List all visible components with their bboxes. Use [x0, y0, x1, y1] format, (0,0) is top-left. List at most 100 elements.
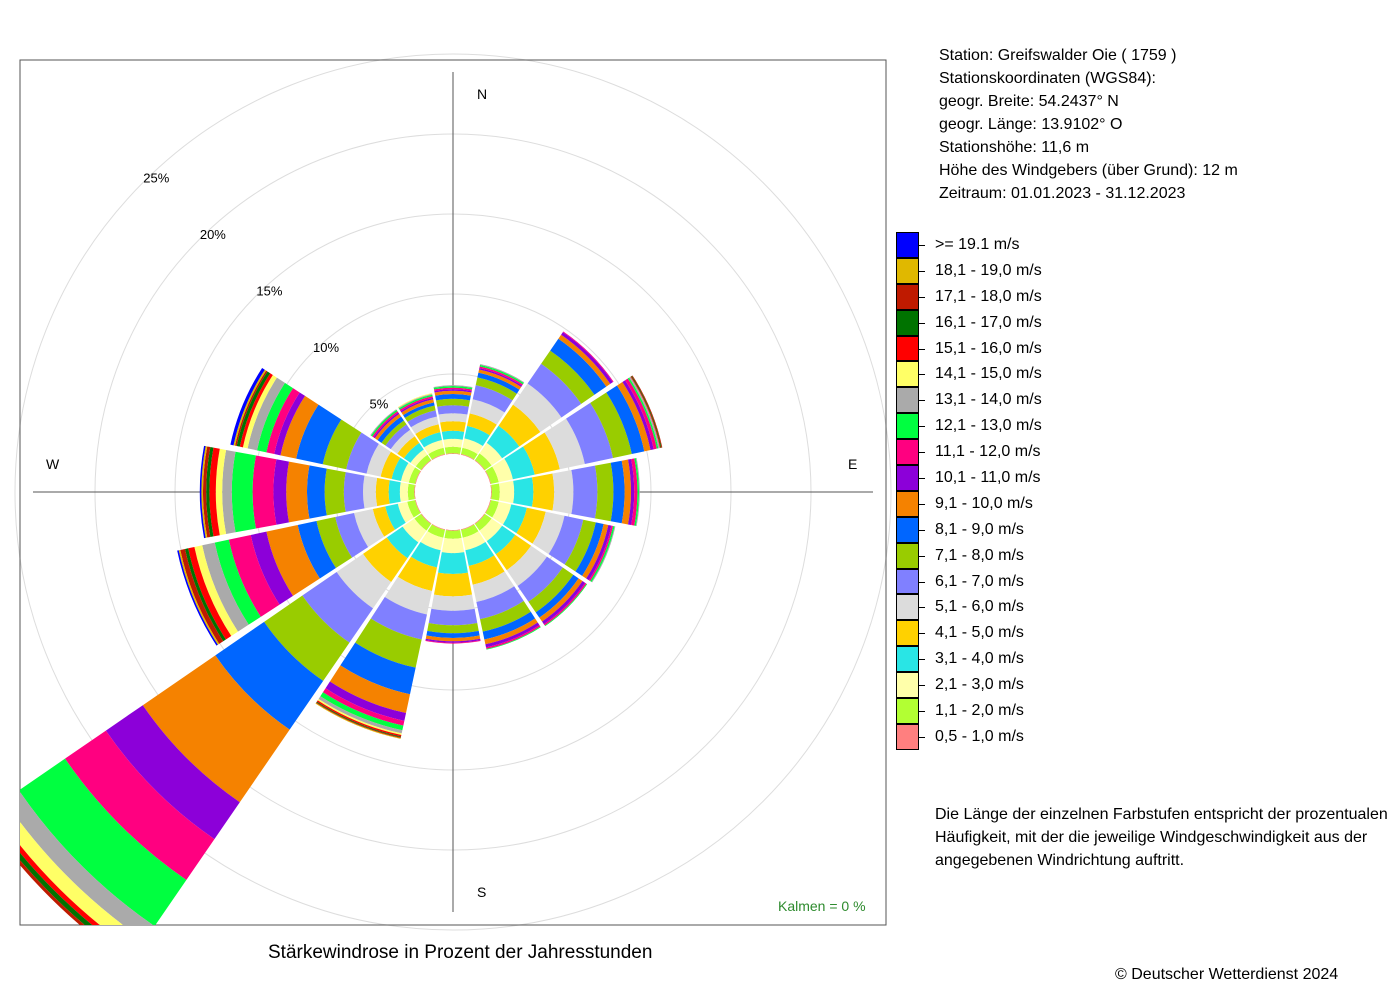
wind-segment-nne-2	[462, 438, 483, 455]
wind-segment-e-3	[513, 477, 534, 507]
wind-segment-ene-8	[606, 385, 645, 454]
wind-segment-n-1	[444, 446, 462, 454]
wind-segment-wsw-5	[354, 509, 385, 548]
legend-label: 6,1 - 7,0 m/s	[935, 572, 1024, 590]
wind-segment-wsw-10	[250, 531, 293, 605]
wind-segment-w-3	[388, 480, 401, 504]
wind-segment-nne-5	[469, 399, 505, 425]
station-name: Station: Greifswalder Oie ( 1759 )	[939, 47, 1177, 64]
wind-segment-w-5	[363, 475, 378, 509]
wind-segment-wsw-2	[397, 501, 414, 523]
wind-segment-wnw-14	[242, 375, 277, 449]
wind-segment-e-10	[628, 458, 635, 526]
wind-segment-wnw-6	[346, 432, 379, 474]
legend-tick	[919, 452, 925, 454]
wind-segment-e-2	[499, 480, 515, 504]
legend-tick	[919, 400, 925, 402]
wind-segment-wsw-13	[202, 542, 249, 632]
wind-segment-nw-12	[370, 409, 398, 437]
wind-segment-sw-3	[386, 526, 419, 559]
legend-label: >= 19.1 m/s	[935, 236, 1020, 253]
wind-segment-se-4	[495, 534, 532, 571]
period: Zeitraum: 01.01.2023 - 31.12.2023	[939, 185, 1186, 202]
wind-segment-s-7	[427, 622, 479, 634]
legend-label: 2,1 - 3,0 m/s	[935, 676, 1024, 694]
wind-segment-sse-8	[482, 611, 536, 640]
legend-swatch	[896, 723, 919, 750]
wind-segment-wsw-11	[228, 534, 280, 617]
legend-label: 16,1 - 17,0 m/s	[935, 313, 1042, 331]
wind-segment-sw-5	[336, 553, 392, 609]
legend-tick	[919, 322, 925, 324]
wind-segment-nw-1	[415, 454, 432, 471]
wind-segment-sse-10	[485, 622, 540, 648]
wind-segment-sse-5	[472, 571, 515, 602]
station-info: Station: Greifswalder Oie ( 1759 ) Stati…	[939, 44, 1238, 205]
wind-segment-ene-12	[627, 377, 659, 449]
wind-segment-n-3	[441, 430, 465, 440]
radial-tick-label: 10%	[313, 340, 339, 355]
wind-segment-nw-6	[385, 424, 411, 450]
wind-segment-nnw-8	[403, 402, 435, 418]
wind-segment-ne-1	[474, 453, 492, 471]
center-hole	[415, 454, 491, 530]
wind-segment-ene-0	[484, 470, 491, 485]
wind-segment-ssw-11	[322, 688, 405, 726]
wind-segment-n-4	[440, 421, 466, 432]
wind-segment-nnw-9	[401, 399, 434, 416]
wind-segment-wnw-5	[366, 443, 391, 477]
legend-swatch	[896, 542, 919, 569]
wind-segment-e-9	[621, 459, 631, 525]
wind-segment-ene-5	[544, 418, 585, 470]
wind-segment-ene-10	[622, 380, 654, 451]
wind-segment-ssw-5	[384, 576, 432, 615]
wind-segment-sw-9	[142, 655, 290, 803]
wind-segment-ssw-13	[318, 696, 403, 734]
wind-segment-wnw-17	[235, 370, 268, 447]
wind-segment-ssw-12	[320, 692, 404, 731]
wind-segment-nw-4	[397, 436, 420, 459]
wind-segment-n-9	[434, 390, 472, 396]
wind-segment-ese-0	[484, 499, 491, 514]
wind-segment-wnw-18	[233, 369, 267, 446]
wind-segment-ne-7	[541, 350, 595, 404]
wind-segment-w-2	[399, 482, 409, 502]
wind-segment-sw-4	[363, 537, 408, 582]
anemometer-height: Höhe des Windgebers (über Grund): 12 m	[939, 162, 1238, 179]
wind-segment-wnw-11	[266, 388, 300, 454]
legend-label: 0,5 - 1,0 m/s	[935, 727, 1024, 745]
calm-text: Kalmen = 0 %	[778, 898, 866, 914]
wind-segment-w-8	[307, 465, 327, 519]
wind-segment-wsw-16	[184, 548, 226, 642]
legend-label: 13,1 - 14,0 m/s	[935, 391, 1042, 409]
legend-swatch	[896, 232, 919, 258]
wind-segment-e-12	[634, 458, 639, 526]
legend-swatch	[896, 594, 919, 621]
wind-segment-ene-1	[485, 466, 499, 484]
wind-segment-sse-4	[468, 555, 505, 585]
radial-tick-label: 5%	[370, 397, 389, 412]
wind-segment-nnw-1	[428, 447, 445, 460]
wind-segment-ene-9	[617, 381, 651, 452]
wind-segment-se-8	[535, 574, 579, 618]
wind-segment-ssw-7	[355, 618, 422, 668]
wind-segment-nnw-4	[415, 424, 441, 441]
wind-segment-wsw-4	[372, 506, 395, 537]
wind-segment-w-1	[407, 483, 415, 501]
wind-segment-ese-3	[502, 504, 527, 534]
wind-segment-nnw-5	[410, 416, 439, 434]
wind-segment-nne-3	[464, 425, 490, 447]
wind-segment-ssw-1	[427, 524, 445, 538]
legend-swatch	[896, 672, 919, 699]
legend-swatch	[896, 283, 919, 310]
wind-segment-wnw-1	[408, 467, 421, 484]
wind-segment-ese-7	[564, 519, 596, 572]
wind-segment-ne-0	[474, 460, 485, 471]
wind-segment-nnw-3	[419, 432, 442, 448]
legend-label: 9,1 - 10,0 m/s	[935, 494, 1033, 512]
wind-segment-ese-9	[582, 524, 609, 579]
wind-segment-nne-1	[461, 447, 478, 460]
wind-segment-w-14	[215, 448, 227, 536]
wind-segment-e-7	[594, 462, 614, 522]
wind-segment-nnw-10	[400, 397, 434, 413]
